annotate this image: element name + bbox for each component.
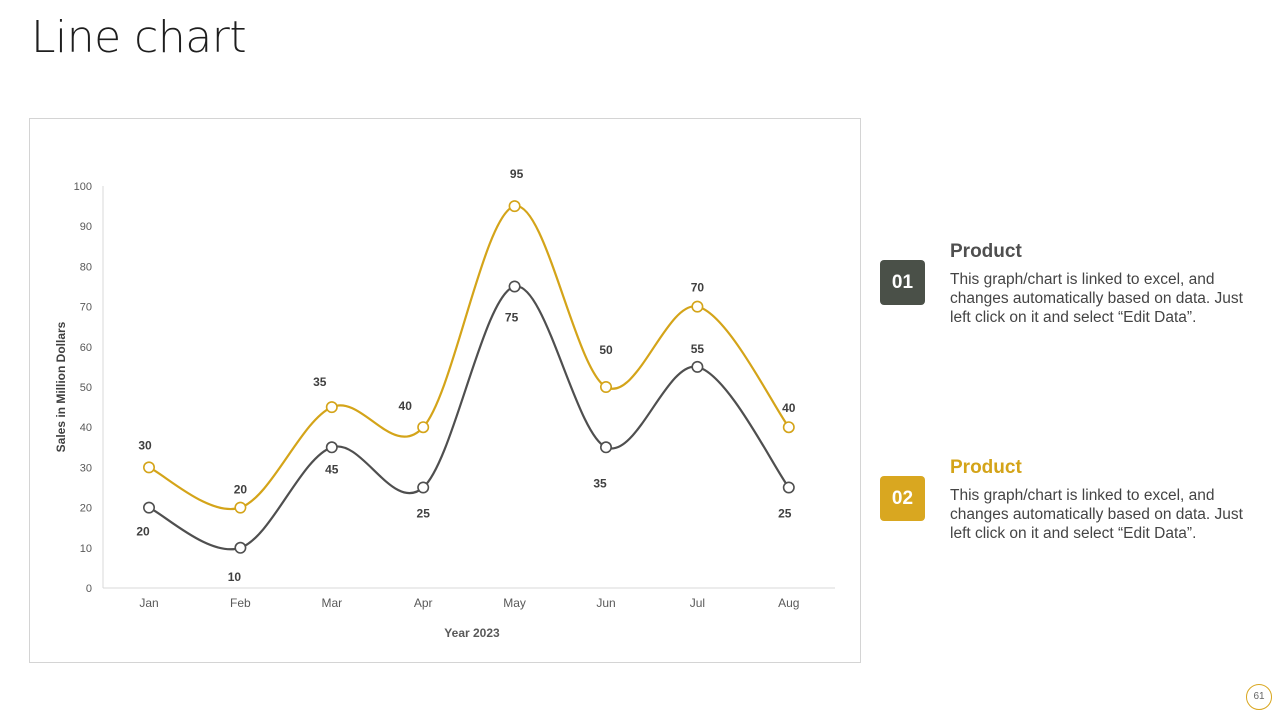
y-tick-label: 70 xyxy=(80,302,92,314)
series-2-point xyxy=(691,300,704,313)
x-tick-label: Jan xyxy=(139,596,158,610)
series-1-data-label: 25 xyxy=(417,507,431,521)
y-tick-label: 40 xyxy=(80,422,92,434)
series-1-data-label: 10 xyxy=(228,570,242,584)
x-tick-label: Feb xyxy=(230,596,251,610)
series-1-data-label: 25 xyxy=(778,507,792,521)
y-tick-label: 30 xyxy=(80,462,92,474)
series-2-data-label: 95 xyxy=(510,167,524,181)
y-tick-label: 10 xyxy=(80,543,92,555)
series-2-data-label: 35 xyxy=(313,375,327,389)
series-2-point xyxy=(599,380,612,393)
y-tick-label: 50 xyxy=(80,382,92,394)
x-tick-label: Mar xyxy=(321,596,342,610)
x-tick-label: Jul xyxy=(690,596,705,610)
series-2-data-label: 40 xyxy=(399,399,413,413)
series-1-point xyxy=(508,280,521,293)
series-1-point xyxy=(417,481,430,494)
product-card-1: 01 Product This graph/chart is linked to… xyxy=(880,240,1270,350)
series-1-point xyxy=(234,541,247,554)
product-badge-1: 01 xyxy=(880,260,925,305)
y-tick-label: 0 xyxy=(86,583,92,595)
series-2-point xyxy=(417,421,430,434)
series-1-point xyxy=(691,360,704,373)
series-1-point xyxy=(599,441,612,454)
series-2-data-label: 50 xyxy=(599,343,613,357)
x-axis-title: Year 2023 xyxy=(444,626,500,640)
product-description-1: This graph/chart is linked to excel, and… xyxy=(950,271,1243,326)
x-tick-label: Aug xyxy=(778,596,799,610)
series-1-data-label: 20 xyxy=(136,525,150,539)
series-2-point xyxy=(782,421,795,434)
x-tick-label: May xyxy=(503,596,526,610)
x-tick-label: Jun xyxy=(596,596,615,610)
y-tick-label: 60 xyxy=(80,342,92,354)
series-1-point xyxy=(325,441,338,454)
y-tick-label: 100 xyxy=(74,181,92,193)
x-tick-label: Apr xyxy=(414,596,433,610)
series-1-data-label: 45 xyxy=(325,462,339,476)
product-description-2: This graph/chart is linked to excel, and… xyxy=(950,487,1243,542)
series-1-point xyxy=(143,501,156,514)
series-2-line xyxy=(148,204,790,511)
product-card-2: 02 Product This graph/chart is linked to… xyxy=(880,456,1270,566)
page-title: Line chart xyxy=(31,12,247,63)
y-axis-title: Sales in Million Dollars xyxy=(54,321,68,452)
y-tick-label: 80 xyxy=(80,261,92,273)
series-1-line xyxy=(148,285,790,551)
series-2-point xyxy=(234,501,247,514)
product-title-1: Product xyxy=(950,241,1022,262)
series-1-point xyxy=(782,481,795,494)
chart-frame: 0 10 20 30 40 50 60 70 80 90 100 Jan Feb Mar Apr May Jun… xyxy=(29,118,861,663)
series-2-point xyxy=(508,200,521,213)
page-number: 61 xyxy=(1246,684,1272,710)
series-2-data-label: 20 xyxy=(234,483,248,497)
product-badge-2: 02 xyxy=(880,476,925,521)
y-tick-label: 20 xyxy=(80,503,92,515)
series-1-data-label: 35 xyxy=(593,476,607,490)
series-2-data-label: 30 xyxy=(138,438,152,452)
product-title-2: Product xyxy=(950,457,1022,478)
y-tick-label: 90 xyxy=(80,221,92,233)
series-2-data-label: 40 xyxy=(782,401,796,415)
series-2-data-label: 70 xyxy=(691,281,705,295)
series-1-data-label: 55 xyxy=(691,342,705,356)
series-2-point xyxy=(325,401,338,414)
series-2-point xyxy=(143,461,156,474)
series-1-data-label: 75 xyxy=(505,311,519,325)
line-chart: 0 10 20 30 40 50 60 70 80 90 100 Jan Feb Mar Apr May Jun… xyxy=(54,167,835,640)
